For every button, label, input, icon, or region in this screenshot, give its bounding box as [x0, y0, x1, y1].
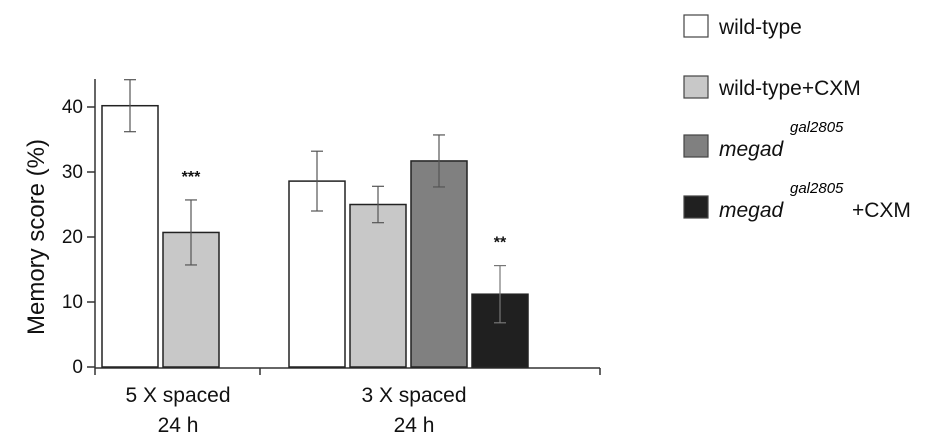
y-tick-label: 10	[62, 292, 83, 313]
axes: 0 10 20 30 40 Memory score (%)	[23, 79, 601, 378]
legend-label: megad	[719, 199, 785, 222]
legend-label-superscript: gal2805	[790, 119, 844, 136]
legend-label-suffix: +CXM	[852, 199, 911, 222]
legend-label: megad	[719, 138, 785, 161]
legend-label: wild-type+CXM	[718, 77, 861, 100]
x-category-sublabel: 24 h	[158, 414, 199, 437]
y-tick-label: 20	[62, 227, 83, 248]
labels: *** 5 X spaced 24 h ** 3 X spaced 24 h	[125, 169, 507, 437]
legend-swatch	[683, 134, 709, 158]
significance-label: **	[494, 235, 507, 252]
bar	[101, 104, 159, 368]
x-category-label: 5 X spaced	[125, 384, 230, 407]
bar	[410, 160, 468, 368]
x-category-sublabel: 24 h	[394, 414, 435, 437]
bar	[349, 203, 407, 368]
bar	[288, 180, 346, 368]
x-category-label: 3 X spaced	[361, 384, 466, 407]
y-tick-label: 40	[62, 97, 83, 118]
y-axis-label: Memory score (%)	[23, 139, 50, 335]
legend: wild-type wild-type+CXM gal2805 megad gal280…	[683, 14, 911, 222]
significance-label: ***	[182, 169, 201, 186]
legend-swatch	[683, 195, 709, 219]
legend-swatch	[683, 14, 709, 38]
legend-swatch	[683, 75, 709, 99]
y-tick-label: 30	[62, 162, 83, 183]
legend-label-superscript: gal2805	[790, 180, 844, 197]
legend-label: wild-type	[718, 16, 802, 39]
bars	[101, 79, 529, 368]
y-tick-label: 0	[72, 357, 83, 378]
